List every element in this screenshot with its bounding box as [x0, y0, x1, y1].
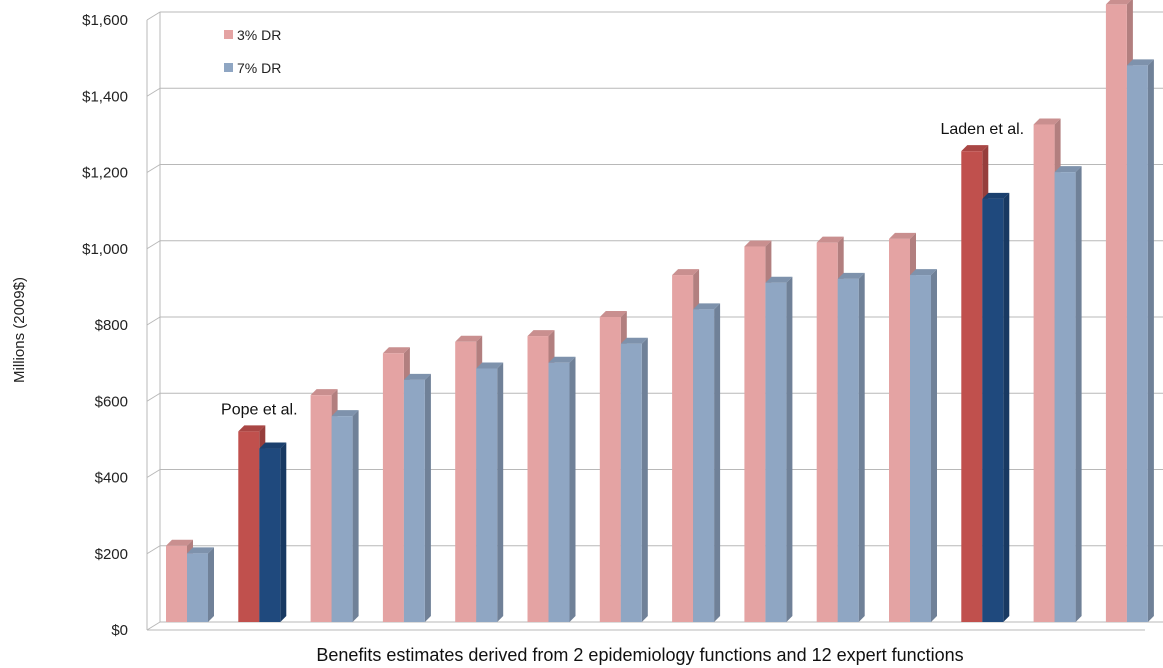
- y-tick-label: $600: [95, 393, 128, 410]
- bar-series: [166, 0, 1154, 622]
- bar-7pct-4: [403, 373, 431, 622]
- bar-7pct-1: [187, 547, 214, 622]
- y-axis-title: Millions (2009$): [11, 277, 28, 383]
- gridline-depth: [146, 164, 161, 173]
- bar-7pct-6: [548, 356, 576, 622]
- y-tick-label: $1,400: [82, 88, 128, 105]
- bar-7pct-10: [837, 272, 865, 622]
- y-tick-label: $1,000: [82, 241, 128, 258]
- gridline-depth: [146, 392, 161, 402]
- gridline-depth: [146, 87, 161, 97]
- bar-7pct-2: [259, 442, 287, 622]
- bar-7pct-9: [765, 276, 793, 622]
- y-tick-label: $800: [95, 317, 128, 334]
- legend-swatch-7pct: [224, 63, 233, 72]
- gridline-depth: [146, 316, 161, 326]
- bar-7pct-13: [1054, 166, 1082, 622]
- gridline-depth: [146, 545, 161, 555]
- gridline-depth: [146, 240, 161, 250]
- annotations: Pope et al. Laden et al.: [221, 121, 1024, 418]
- legend-label-7pct: 7% DR: [237, 60, 281, 76]
- bar-7pct-12: [982, 192, 1010, 622]
- bar-7pct-3: [331, 410, 359, 622]
- bar-7pct-7: [620, 337, 648, 622]
- y-tick-label: $1,600: [82, 12, 128, 29]
- gridlines: [146, 11, 1163, 631]
- y-tick-label: $200: [95, 546, 128, 563]
- bar-7pct-14: [1126, 59, 1154, 622]
- legend-label-3pct: 3% DR: [237, 27, 281, 43]
- bar-7pct-8: [693, 303, 721, 622]
- x-axis-title: Benefits estimates derived from 2 epidem…: [316, 645, 963, 665]
- legend-swatch-3pct: [224, 30, 233, 39]
- annotation-label: Pope et al.: [221, 401, 298, 418]
- y-tick-label: $1,200: [82, 165, 128, 182]
- y-tick-label: $400: [95, 470, 128, 487]
- gridline-depth: [146, 469, 161, 478]
- legend: 3% DR 7% DR: [224, 27, 281, 76]
- bar-7pct-11: [910, 269, 937, 622]
- y-tick-label: $0: [111, 622, 128, 639]
- y-tick-labels: $0 $200 $400 $600 $800 $1,000 $1,200 $1,400 $1,6…: [82, 12, 128, 639]
- gridline-depth: [146, 11, 161, 21]
- gridline-depth: [146, 621, 161, 631]
- annotation-label: Laden et al.: [940, 121, 1024, 138]
- bar-7pct-5: [476, 362, 504, 622]
